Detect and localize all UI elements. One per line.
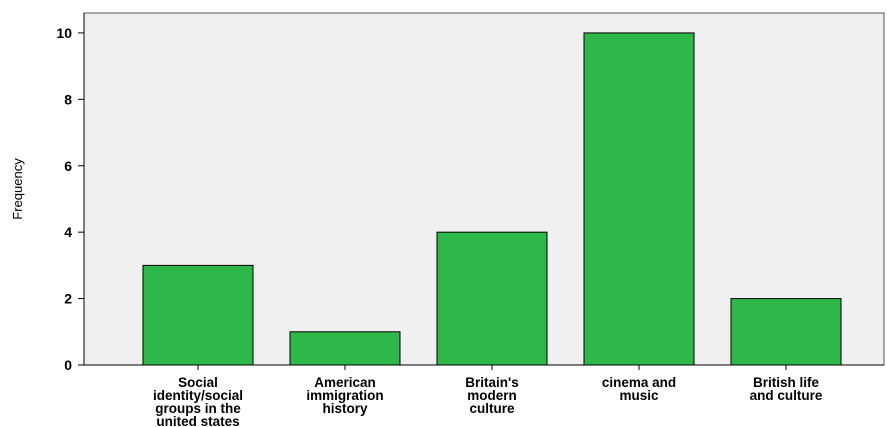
y-tick-label-0: 0: [64, 357, 72, 373]
y-ticks-group: 0 2 4 6 8 10: [56, 25, 84, 373]
y-tick-label-1: 2: [64, 291, 72, 307]
y-tick-label-4: 8: [64, 91, 72, 107]
bar-2: [436, 231, 548, 366]
y-tick-label-5: 10: [56, 25, 72, 41]
bar-0: [142, 264, 254, 366]
y-axis-label: Frequency: [10, 158, 25, 220]
y-tick-label-3: 6: [64, 158, 72, 174]
x-tick-labels-group: Social identity/social groups in the united…: [153, 365, 823, 427]
bars-group: [142, 32, 842, 366]
x-tick-label-1: American immigration history: [306, 375, 383, 416]
x-tick-label-0: Social identity/social groups in the united…: [153, 375, 243, 427]
bar-1: [289, 331, 401, 366]
bar-3: [583, 32, 695, 366]
bar-4: [730, 298, 842, 366]
y-tick-label-2: 4: [64, 224, 72, 240]
x-tick-label-3: cinema and music: [602, 375, 676, 403]
x-tick-label-4: British life and culture: [750, 375, 823, 403]
x-tick-label-2: Britain's modern culture: [465, 375, 518, 416]
